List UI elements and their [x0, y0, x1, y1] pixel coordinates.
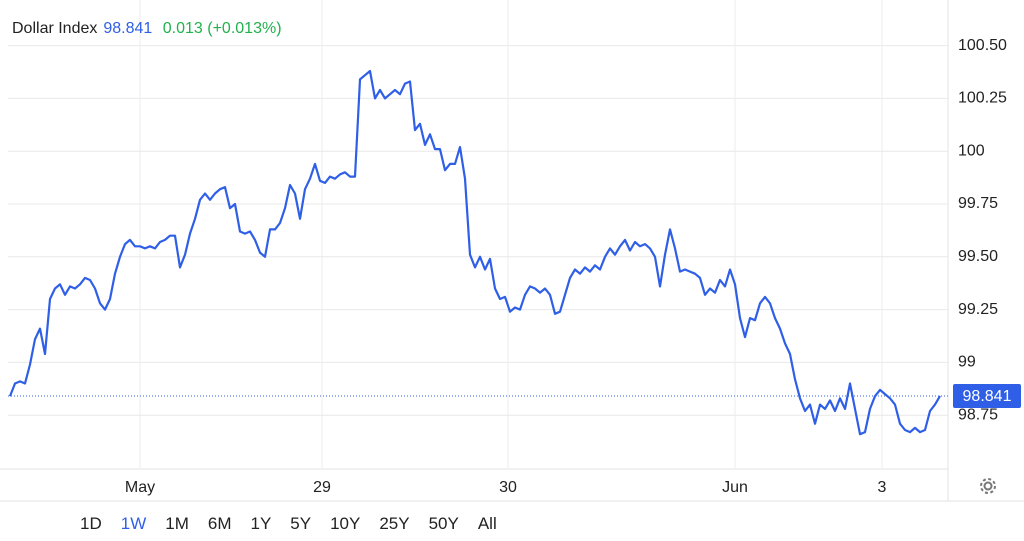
range-button[interactable]: 10Y	[330, 514, 361, 533]
range-button[interactable]: 1Y	[250, 514, 272, 533]
x-tick-label: Jun	[722, 479, 748, 496]
range-button[interactable]: 6M	[207, 514, 232, 533]
y-tick-label: 100.50	[958, 37, 1007, 54]
x-tick-label: 29	[313, 479, 331, 496]
range-button[interactable]: 25Y	[379, 514, 410, 533]
price: 98.841	[103, 20, 153, 37]
price-tag	[953, 383, 1021, 408]
change: 0.013 (+0.013%)	[162, 20, 282, 37]
range-button[interactable]: 1M	[165, 514, 189, 533]
range-button[interactable]: 1W	[120, 514, 147, 533]
x-tick-label: May	[125, 479, 155, 496]
y-tick-label: 100	[958, 142, 985, 159]
settings-icon[interactable]	[980, 478, 996, 494]
range-button[interactable]: 1D	[80, 514, 102, 533]
y-tick-label: 99	[958, 354, 976, 371]
range-selector: 1D 1W 1M 6M 1Y 5Y 10Y 25Y 50Y All	[80, 514, 516, 534]
y-tick-label: 98.75	[958, 406, 998, 423]
instrument-name: Dollar Index	[12, 20, 98, 37]
price-tag-label: 98.841	[963, 388, 1012, 405]
range-button[interactable]: All	[477, 514, 497, 533]
y-tick-label: 99.50	[958, 248, 998, 265]
y-tick-label: 99.25	[958, 301, 998, 318]
x-tick-label: 30	[499, 479, 517, 496]
x-tick-label: 3	[878, 479, 887, 496]
y-tick-label: 100.25	[958, 90, 1007, 107]
y-tick-label: 99.75	[958, 195, 998, 212]
range-button[interactable]: 50Y	[428, 514, 459, 533]
range-button[interactable]: 5Y	[290, 514, 312, 533]
price-line	[8, 69, 941, 436]
header: Dollar Index 98.841 0.013 (+0.013%)	[12, 20, 288, 38]
